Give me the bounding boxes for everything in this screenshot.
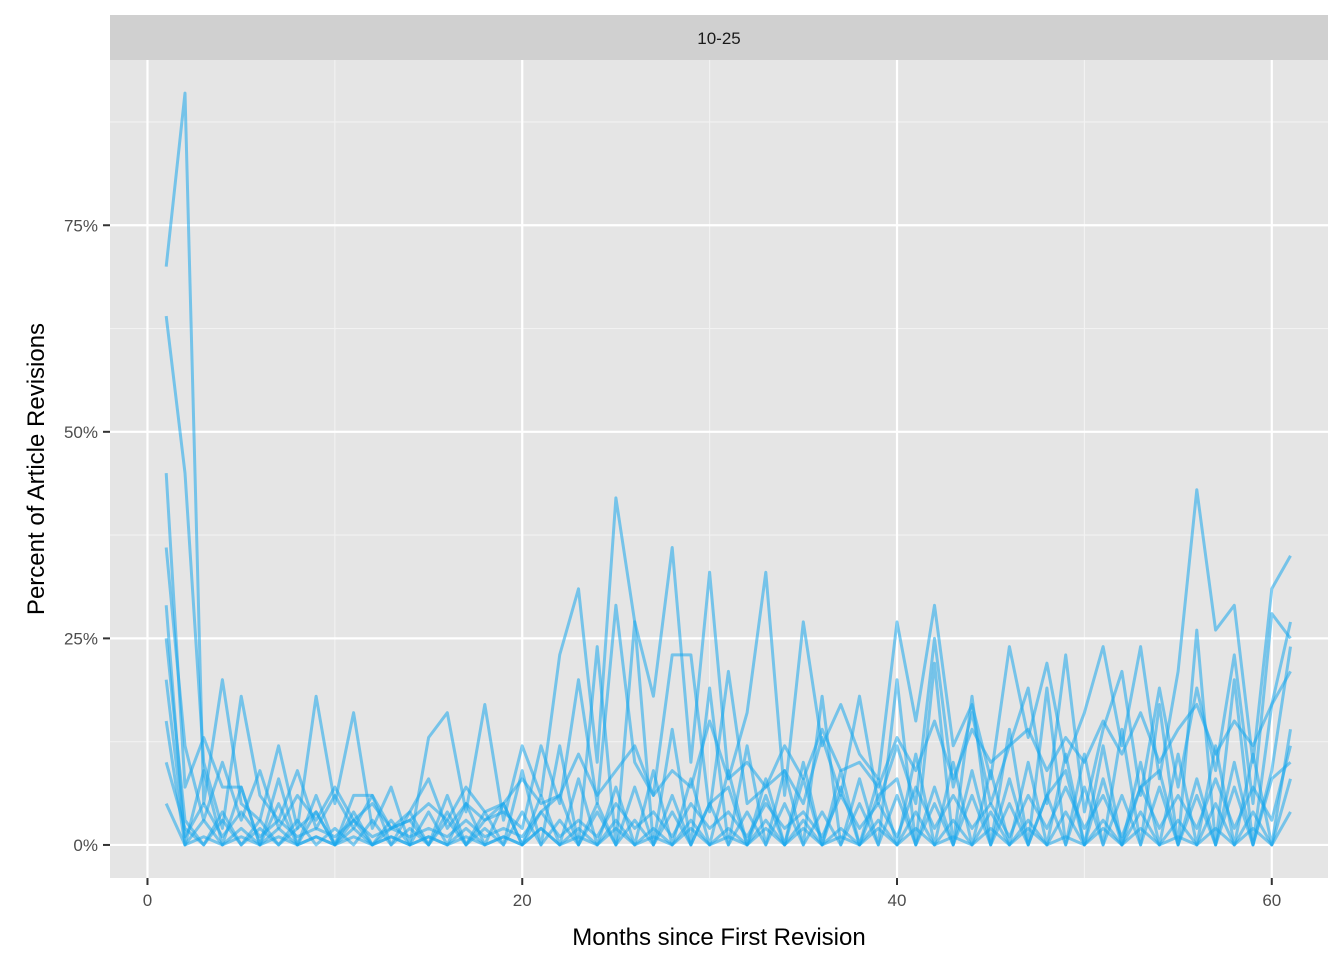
x-tick-label: 0 [143, 891, 152, 910]
series-line-7 [164, 679, 1292, 839]
y-tick-label: 0% [73, 836, 98, 855]
x-tick-label: 60 [1262, 891, 1281, 910]
y-tick-label: 75% [64, 216, 98, 235]
y-axis-title: Percent of Article Revisions [23, 323, 50, 615]
x-tick-label: 40 [888, 891, 907, 910]
x-axis: 0 20 40 60 [143, 878, 1281, 910]
series-line-8 [164, 720, 1292, 847]
series-line-9 [164, 761, 1292, 847]
y-tick-label: 50% [64, 423, 98, 442]
series-lines [164, 91, 1292, 847]
series-line-5 [164, 605, 1292, 847]
major-gridlines [110, 60, 1328, 878]
x-axis-title: Months since First Revision [572, 924, 865, 951]
facet-strip [110, 15, 1328, 60]
y-axis: 0% 25% 50% 75% [64, 216, 110, 855]
facet-label: 10-25 [697, 29, 740, 48]
series-line-10 [164, 802, 1292, 847]
x-tick-label: 20 [513, 891, 532, 910]
y-tick-label: 25% [64, 629, 98, 648]
